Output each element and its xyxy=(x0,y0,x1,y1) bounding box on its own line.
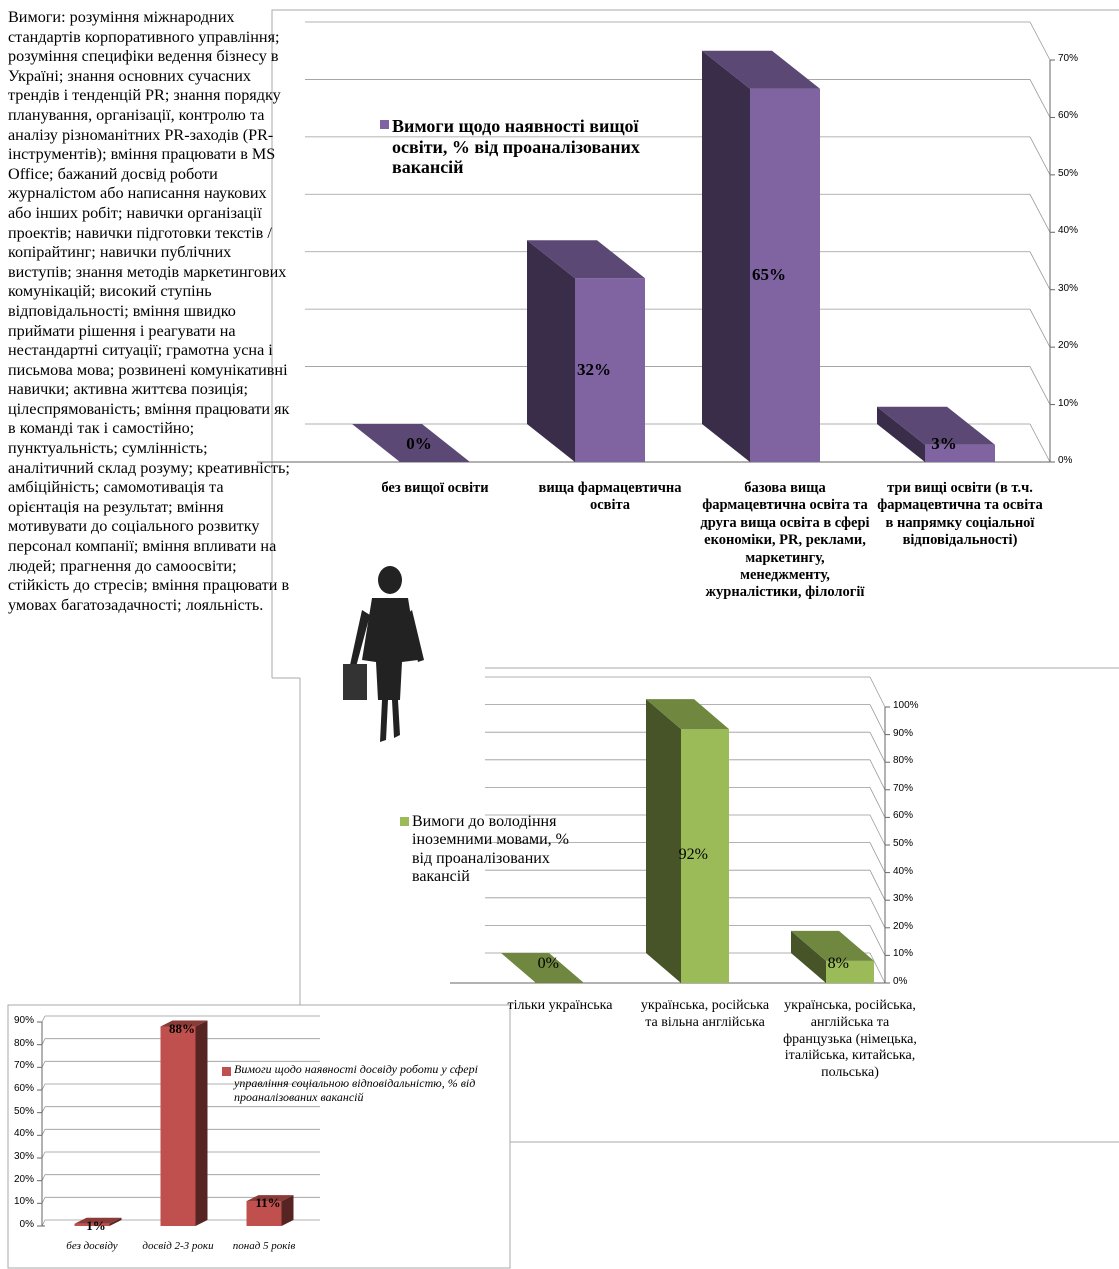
y-tick-label: 50% xyxy=(893,838,913,849)
x-tick-label: українська, російська, англійська та фра… xyxy=(780,998,920,1082)
grid-line xyxy=(1030,194,1050,232)
y-tick-label: 40% xyxy=(893,866,913,877)
data-label: 1% xyxy=(66,1218,126,1234)
bar-side xyxy=(702,51,750,462)
grid-line xyxy=(870,787,885,817)
y-tick-label: 40% xyxy=(14,1128,34,1139)
y-tick-label: 10% xyxy=(1058,398,1078,409)
briefcase xyxy=(343,664,367,700)
grid-line xyxy=(870,705,885,735)
grid-line xyxy=(1030,137,1050,175)
requirements-text: Вимоги: розуміння міжнародних стандартів… xyxy=(8,8,290,615)
x-tick-label: досвід 2-3 роки xyxy=(135,1240,221,1253)
y-tick-label: 50% xyxy=(14,1106,34,1117)
legend-swatch xyxy=(222,1067,231,1076)
y-tick-label: 20% xyxy=(14,1174,34,1185)
y-tick-label: 20% xyxy=(1058,340,1078,351)
grid-line xyxy=(870,870,885,900)
x-tick-label: без досвіду xyxy=(49,1240,135,1253)
x-tick-label: вища фармацевтична освіта xyxy=(525,480,695,515)
legend-entry: Вимоги щодо наявності вищої освіти, % ві… xyxy=(392,116,692,178)
y-tick-label: 80% xyxy=(14,1038,34,1049)
y-tick-label: 0% xyxy=(893,976,907,987)
bar-side xyxy=(196,1021,208,1226)
grid-line xyxy=(870,898,885,928)
grid-line xyxy=(870,732,885,762)
legend-entry: Вимоги до володіння іноземними мовами, %… xyxy=(412,813,582,887)
grid-line xyxy=(870,843,885,873)
grid-line xyxy=(1030,424,1050,462)
y-tick-label: 10% xyxy=(893,948,913,959)
y-tick-label: 60% xyxy=(1058,110,1078,121)
grid-line xyxy=(870,815,885,845)
bar xyxy=(161,1027,196,1226)
data-label: 11% xyxy=(238,1195,298,1211)
x-tick-label: три вищі освіти (в т.ч. фармацевтична та… xyxy=(875,480,1045,550)
legend-swatch xyxy=(380,120,389,129)
y-tick-label: 80% xyxy=(893,755,913,766)
grid-line xyxy=(1030,309,1050,347)
y-tick-label: 90% xyxy=(14,1015,34,1026)
grid-line xyxy=(870,925,885,955)
y-tick-label: 30% xyxy=(1058,283,1078,294)
grid-line xyxy=(42,1016,45,1022)
legs xyxy=(380,700,400,742)
data-label: 0% xyxy=(518,955,578,973)
y-tick-label: 30% xyxy=(893,893,913,904)
y-tick-label: 60% xyxy=(893,810,913,821)
grid-line xyxy=(870,760,885,790)
bar-side xyxy=(646,699,681,983)
page: Вимоги: розуміння міжнародних стандартів… xyxy=(0,0,1119,1269)
y-tick-label: 0% xyxy=(20,1219,34,1230)
grid-line xyxy=(1030,22,1050,60)
data-label: 32% xyxy=(564,360,624,380)
y-tick-label: 0% xyxy=(1058,455,1072,466)
woman-figure xyxy=(343,566,424,742)
data-label: 65% xyxy=(739,265,799,285)
y-tick-label: 50% xyxy=(1058,168,1078,179)
legend-entry: Вимоги щодо наявності досвіду роботи у с… xyxy=(234,1063,494,1104)
y-tick-label: 30% xyxy=(14,1151,34,1162)
grid-line xyxy=(1030,79,1050,117)
bar-side xyxy=(527,240,575,462)
x-tick-label: без вищої освіти xyxy=(350,480,520,497)
y-tick-label: 70% xyxy=(1058,53,1078,64)
x-tick-label: понад 5 років xyxy=(221,1240,307,1253)
data-label: 88% xyxy=(152,1021,212,1037)
y-tick-label: 60% xyxy=(14,1083,34,1094)
y-tick-label: 70% xyxy=(14,1060,34,1071)
grid-line xyxy=(1030,367,1050,405)
grid-line xyxy=(870,677,885,707)
legend-swatch xyxy=(400,817,409,826)
grid-line xyxy=(1030,252,1050,290)
x-tick-label: українська, російська та вільна англійсь… xyxy=(635,998,775,1032)
y-tick-label: 100% xyxy=(893,700,919,711)
y-tick-label: 90% xyxy=(893,728,913,739)
y-tick-label: 20% xyxy=(893,921,913,932)
data-label: 92% xyxy=(663,846,723,864)
data-label: 0% xyxy=(389,434,449,454)
x-tick-label: тільки українська xyxy=(490,998,630,1015)
head xyxy=(378,566,402,594)
data-label: 3% xyxy=(914,434,974,454)
y-tick-label: 40% xyxy=(1058,225,1078,236)
y-tick-label: 10% xyxy=(14,1196,34,1207)
y-tick-label: 70% xyxy=(893,783,913,794)
x-tick-label: базова вища фармацевтична освіта та друг… xyxy=(700,480,870,602)
data-label: 8% xyxy=(808,955,868,973)
